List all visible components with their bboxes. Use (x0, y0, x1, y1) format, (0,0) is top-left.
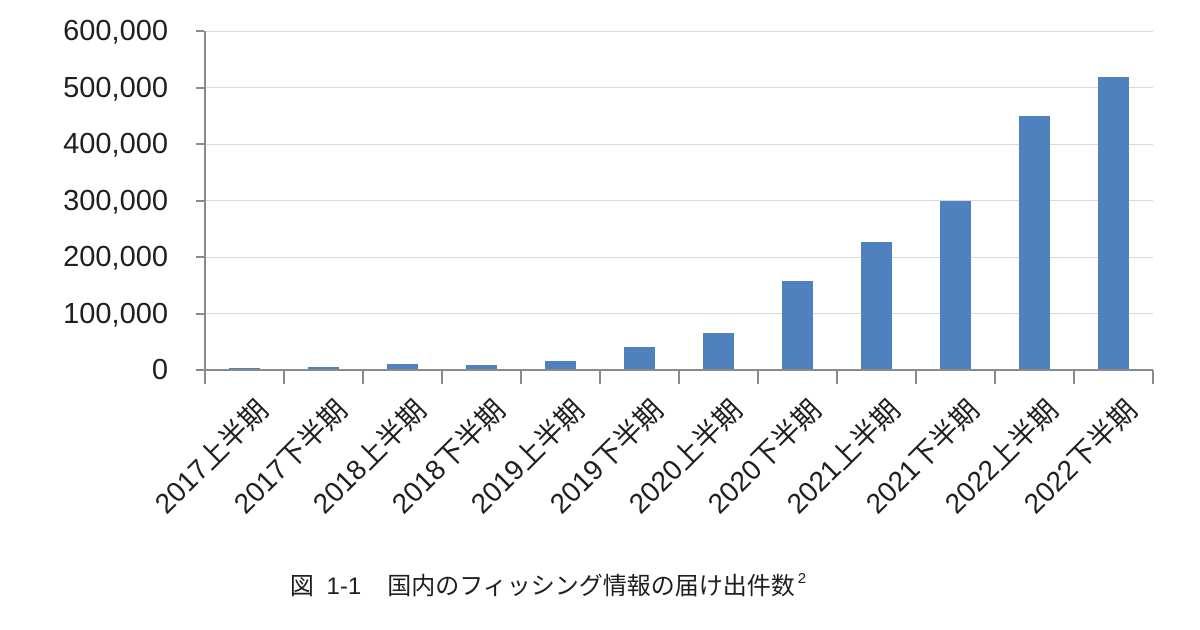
y-axis-line (204, 31, 206, 384)
figure-caption: 図 1-1 国内のフィッシング情報の届け出件数 2 (0, 566, 1096, 602)
x-axis-tick (915, 370, 917, 384)
bar-2022下半期 (1098, 76, 1129, 370)
gridline (205, 143, 1153, 145)
x-axis-tick (283, 370, 285, 384)
gridline (205, 313, 1153, 314)
gridline (205, 30, 1153, 32)
y-axis-tick (196, 143, 204, 145)
bar-2021上半期 (861, 241, 892, 370)
x-axis-line (196, 369, 1153, 371)
bar-2019上半期 (545, 360, 576, 370)
gridline (205, 200, 1153, 201)
y-axis-tick (196, 256, 204, 258)
bar-2019下半期 (624, 347, 655, 370)
y-axis-tick (196, 199, 204, 202)
bar-2020上半期 (703, 332, 734, 370)
y-axis-tick-label: 500,000 (63, 71, 168, 104)
caption-title: 国内のフィッシング情報の届け出件数 (387, 573, 795, 600)
bar-2022上半期 (1019, 115, 1050, 370)
bar-2018上半期 (387, 364, 418, 370)
x-axis-tick (678, 370, 680, 384)
x-axis-tick (1073, 370, 1075, 384)
y-axis-tick-label: 400,000 (63, 128, 168, 160)
bar-2018下半期 (466, 364, 497, 370)
bar-2021下半期 (940, 201, 971, 370)
x-axis-tick (362, 370, 364, 384)
bar-2020下半期 (782, 280, 813, 370)
x-axis-tick (599, 370, 601, 384)
y-axis-tick-label: 200,000 (63, 241, 168, 273)
caption-footnote-marker: 2 (797, 570, 807, 587)
x-axis-tick (757, 370, 759, 384)
x-axis-tick (994, 370, 996, 384)
y-axis-tick (196, 30, 204, 32)
gridline (205, 87, 1153, 88)
bar-2017下半期 (308, 366, 339, 370)
y-axis-tick-label: 300,000 (63, 184, 168, 217)
y-axis-tick-label: 0 (151, 354, 168, 386)
caption-figure-number: 図 1-1 (289, 573, 362, 600)
x-axis-tick (520, 370, 522, 384)
y-axis-tick (196, 86, 204, 89)
y-axis-tick-label: 100,000 (63, 297, 168, 330)
x-axis-tick (836, 370, 838, 384)
x-axis-tick (1152, 370, 1154, 384)
gridline (205, 256, 1153, 258)
y-axis-tick (196, 312, 204, 315)
bar-2017上半期 (229, 367, 260, 370)
x-axis-tick (441, 370, 443, 384)
y-axis-tick-label: 600,000 (63, 15, 168, 47)
